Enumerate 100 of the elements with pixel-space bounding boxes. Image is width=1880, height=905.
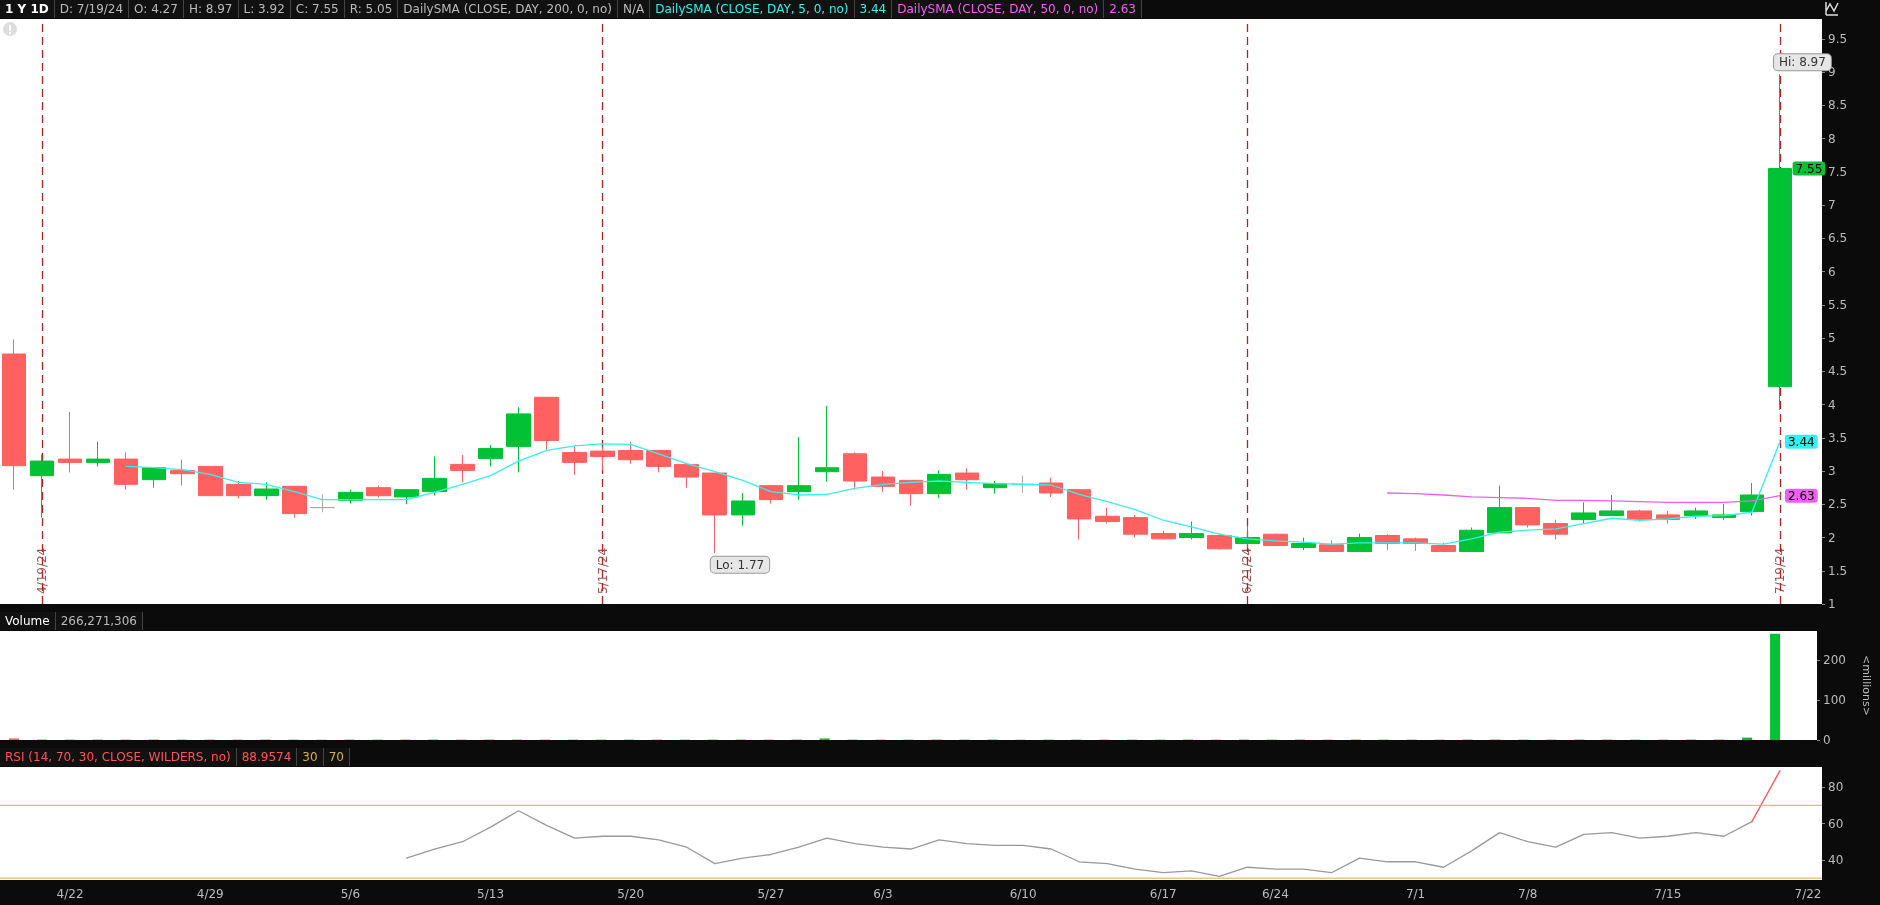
line-series: [1386, 492, 1781, 503]
candlestick: [646, 449, 671, 473]
bar: [1770, 633, 1781, 740]
text: 2.63: [1104, 0, 1142, 18]
text: 88.9574: [236, 748, 298, 766]
y-tick-label: 7: [1828, 198, 1836, 213]
chart-title: Volume: [0, 612, 56, 630]
candlestick: [58, 411, 82, 473]
candlestick: [1095, 507, 1120, 525]
x-tick-label: 7/15: [1654, 887, 1682, 901]
candlestick: [1515, 507, 1540, 529]
text: DailySMA (CLOSE, DAY, 5, 0, no): [650, 0, 855, 18]
y-tick-label: 5.5: [1828, 297, 1848, 312]
x-tick-label: 4/29: [196, 887, 224, 901]
candlestick: [478, 444, 503, 467]
candlestick: [1684, 507, 1708, 520]
y-tick-label: 7.5: [1828, 164, 1848, 179]
x-tick-label: 5/6: [340, 887, 361, 901]
candlestick: [86, 441, 110, 467]
candlestick: [2, 338, 26, 491]
y-tick-label: 4: [1828, 397, 1836, 412]
candlestick: [787, 436, 811, 501]
y-tick-label: 1: [1828, 597, 1836, 611]
candlestick: [422, 455, 447, 497]
candlestick: [590, 446, 615, 471]
y-tick-label: 0: [1823, 733, 1831, 747]
candlestick: [955, 467, 979, 491]
text: O: 4.27: [129, 0, 184, 18]
y-tick-label: 2: [1828, 530, 1836, 545]
candlestick: [254, 481, 279, 501]
annotation: Lo: 1.77: [715, 557, 765, 572]
y-tick-label: 100: [1823, 693, 1846, 708]
text: H: 8.97: [183, 0, 239, 18]
candlestick: [731, 492, 755, 527]
x-tick-label: 5/13: [477, 887, 505, 901]
data-label: 2.63: [1787, 488, 1815, 503]
data-label: 3.44: [1787, 434, 1815, 449]
candlestick: [674, 463, 699, 489]
candlestick: [562, 446, 587, 476]
candlestick: [394, 489, 419, 505]
text: D: 7/19/24: [54, 0, 130, 18]
candlestick: [282, 485, 307, 519]
candlestick: [1571, 501, 1596, 525]
candlestick: [1291, 537, 1316, 551]
candlestick: [226, 480, 251, 499]
candlestick: [1179, 521, 1204, 541]
x-tick-label: 7/1: [1405, 887, 1426, 901]
text: C: 7.55: [290, 0, 345, 18]
candlestick: [1319, 539, 1344, 552]
y-tick-label: 60: [1828, 816, 1844, 831]
text: DailySMA (CLOSE, DAY, 50, 0, no): [892, 0, 1105, 18]
y-tick-label: 8: [1828, 131, 1836, 146]
text: 266,271,306: [55, 612, 143, 630]
candlestick: [30, 453, 54, 519]
annotation: Hi: 8.97: [1778, 55, 1826, 70]
candlestick: [815, 405, 839, 483]
y-tick-label: 5: [1828, 331, 1836, 346]
y-tick-label: 40: [1828, 852, 1844, 867]
candlestick: [843, 451, 867, 491]
annotation: 7.55: [1795, 161, 1823, 176]
y-tick-label: 8.5: [1828, 98, 1848, 113]
ref-line-label: 70: [323, 748, 350, 766]
line-series: [125, 441, 1781, 545]
x-tick-label: 5/27: [757, 887, 785, 901]
y-tick-label: 1.5: [1828, 563, 1848, 578]
candlestick: [198, 465, 223, 497]
x-tick-label: 6/3: [873, 887, 893, 901]
candlestick: [899, 479, 923, 507]
y-tick-label: 200: [1823, 653, 1846, 668]
x-tick-label: 6/24: [1261, 887, 1289, 901]
x-tick-label: 6/10: [1009, 887, 1037, 901]
candlestick: [1599, 494, 1624, 517]
y-tick-label: 80: [1828, 780, 1844, 795]
candlestick: [1067, 489, 1091, 541]
candlestick: [366, 485, 391, 499]
line-series: [405, 810, 1753, 877]
candlestick: [1151, 530, 1176, 541]
y-tick-label: 4.5: [1828, 364, 1848, 379]
candlestick: [142, 467, 166, 489]
x-tick-label: 6/17: [1149, 887, 1177, 901]
candlestick: [927, 469, 951, 499]
y-tick-label: 6.5: [1828, 231, 1848, 246]
text: 3.44: [854, 0, 893, 18]
chart-title: RSI (14, 70, 30, CLOSE, WILDERS, no): [0, 748, 237, 766]
candlestick: [1487, 485, 1512, 534]
x-tick-label: 7/22: [1794, 887, 1822, 901]
candlestick: [506, 406, 531, 473]
candlestick: [1123, 514, 1148, 539]
candlestick: [534, 396, 559, 451]
candlestick: [1207, 533, 1232, 550]
candlestick: [618, 441, 643, 465]
candlestick: [450, 454, 475, 483]
candlestick: [1431, 542, 1456, 552]
ref-line-label: 30: [297, 748, 324, 766]
y-axis-title: <millions>: [1860, 655, 1873, 716]
text: L: 3.92: [238, 0, 291, 18]
candlestick: [702, 472, 727, 554]
x-tick-label: 4/22: [56, 887, 84, 901]
y-tick-label: 3.5: [1828, 430, 1848, 445]
text: DailySMA (CLOSE, DAY, 200, 0, no): [398, 0, 618, 18]
